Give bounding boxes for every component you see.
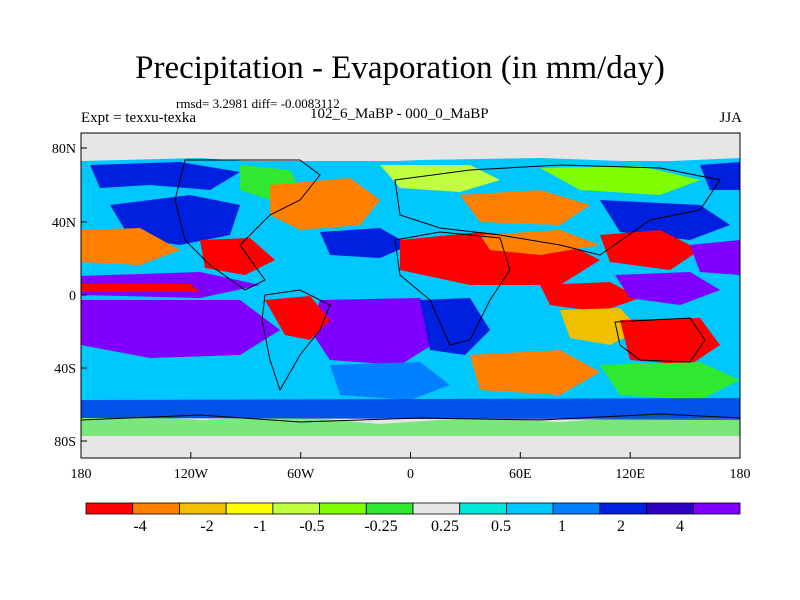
- equatorial-pacific-red: [81, 284, 200, 292]
- india-red: [600, 230, 700, 270]
- north-pacific-blob: [90, 162, 240, 190]
- indian-sub-yellow: [560, 308, 640, 345]
- plot-title: Precipitation - Evaporation (in mm/day): [135, 50, 665, 86]
- x-tick-label: 60E: [509, 467, 532, 482]
- north-east-blue: [700, 162, 740, 190]
- colorbar-label: -0.5: [299, 518, 324, 535]
- x-tick-marks: [80, 452, 741, 458]
- atlantic-40n-orange: [270, 178, 380, 230]
- x-tick-label: 180: [730, 467, 751, 482]
- south-pacific-cyan: [100, 355, 300, 400]
- north-siberia-green: [540, 166, 700, 195]
- pacific-west-orange: [81, 228, 180, 265]
- arctic-region: [81, 133, 740, 161]
- colorbar-swatch: [319, 502, 367, 515]
- colorbar-label: -4: [133, 518, 146, 535]
- colorbar-label: 2: [617, 518, 625, 535]
- x-tick-label: 120W: [174, 467, 209, 482]
- x-tick-label: 60W: [287, 467, 315, 482]
- colorbar-swatch: [225, 502, 274, 515]
- west-pacific-purple: [690, 240, 740, 275]
- coast-africa: [394, 231, 511, 346]
- australia-red: [620, 318, 720, 365]
- colorbar-label: -1: [253, 518, 266, 535]
- x-tick-label: 120E: [615, 467, 645, 482]
- coast-north-america: [174, 159, 321, 291]
- field-layer: [81, 133, 740, 458]
- colorbar-label: 1: [558, 518, 566, 535]
- experiment-label: Expt = texxu-texka: [81, 110, 197, 126]
- x-tick-label: 0: [407, 467, 414, 482]
- asia-40n-orange: [460, 190, 590, 225]
- indian-eq-red: [540, 282, 640, 312]
- x-tick-label: 180: [71, 467, 92, 482]
- y-tick-label: 80S: [54, 435, 76, 450]
- colorbar-swatch: [692, 502, 741, 515]
- colorbar-label: 0.25: [431, 518, 459, 535]
- south-america-red: [265, 296, 330, 340]
- colorbar-swatch: [365, 502, 414, 515]
- colorbar: [85, 502, 741, 515]
- season-label: JJA: [719, 110, 742, 126]
- colorbar-swatch: [179, 502, 227, 515]
- south-indian-orange: [470, 350, 600, 395]
- coast-antarctica: [81, 413, 740, 423]
- colorbar-swatch: [646, 502, 694, 515]
- y-tick-label: 0: [69, 289, 76, 304]
- south-east-green: [600, 362, 740, 400]
- antarctic-edge: [81, 414, 740, 436]
- coast-australia: [614, 317, 706, 363]
- subtitle: 102_6_MaBP - 000_0_MaBP: [310, 106, 489, 122]
- south-pacific-purple: [81, 300, 280, 358]
- coast-south-america: [261, 289, 331, 392]
- colorbar-label: -2: [200, 518, 213, 535]
- colorbar-label: 4: [676, 518, 684, 535]
- colorbar-swatch: [85, 502, 134, 515]
- north-europe-green: [380, 165, 500, 192]
- colorbar-swatch: [506, 502, 554, 515]
- y-tick-label: 80N: [52, 142, 76, 157]
- y-tick-label: 40S: [54, 362, 76, 377]
- mexico-red: [200, 238, 275, 275]
- y-tick-marks: [81, 147, 87, 442]
- south-africa-blue: [420, 298, 490, 355]
- south-atlantic-purple: [310, 298, 440, 365]
- colorbar-swatch: [599, 502, 647, 515]
- colorbar-swatch: [132, 502, 180, 515]
- coastlines: [81, 159, 740, 423]
- colorbar-label: 0.5: [491, 518, 511, 535]
- atlantic-30n-blue: [320, 228, 410, 258]
- colorbar-swatch: [459, 502, 507, 515]
- colorbar-label: -0.25: [364, 518, 397, 535]
- colorbar-swatch: [552, 502, 601, 515]
- colorbar-swatch: [272, 502, 320, 515]
- south-atlantic-light-blue: [330, 362, 450, 400]
- colorbar-swatch: [412, 502, 461, 515]
- stats-text: rmsd= 3.2981 diff= -0.0083112: [176, 96, 340, 111]
- southern-ocean-blue: [81, 398, 740, 420]
- y-tick-label: 40N: [52, 216, 76, 231]
- maritime-purple: [615, 272, 720, 305]
- coast-eurasia: [394, 164, 721, 256]
